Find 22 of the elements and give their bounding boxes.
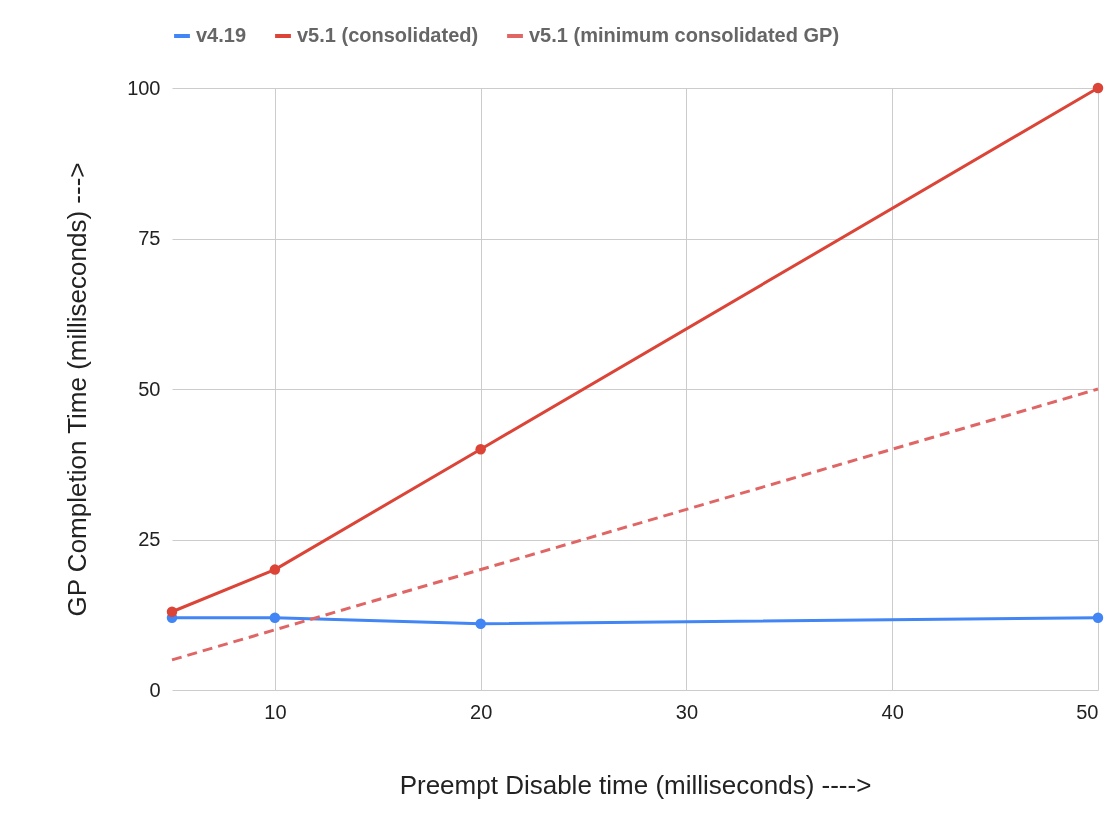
legend-label: v5.1 (minimum consolidated GP) (529, 24, 840, 46)
point (269, 564, 281, 575)
point (269, 612, 281, 623)
point (166, 606, 178, 617)
point (475, 618, 486, 630)
x-axis-title: Preempt Disable time (milliseconds) ----> (399, 769, 872, 800)
point (1092, 82, 1104, 94)
x-tick-label: 40 (881, 700, 904, 723)
y-tick-label: 25 (138, 528, 161, 550)
point (1092, 612, 1104, 623)
legend-label: v4.19 (196, 24, 247, 46)
x-tick-label: 20 (470, 700, 493, 723)
y-tick-label: 100 (127, 76, 161, 99)
x-tick-label: 10 (264, 700, 287, 723)
legend-label: v5.1 (consolidated) (297, 24, 479, 46)
y-tick-label: 0 (149, 678, 161, 701)
y-axis-title: GP Completion Time (milliseconds) ---> (62, 162, 93, 617)
x-tick-label: 30 (675, 700, 699, 723)
point (475, 443, 486, 455)
y-tick-label: 50 (138, 377, 161, 400)
y-tick-label: 75 (138, 227, 161, 249)
x-tick-label: 50 (1076, 700, 1099, 723)
